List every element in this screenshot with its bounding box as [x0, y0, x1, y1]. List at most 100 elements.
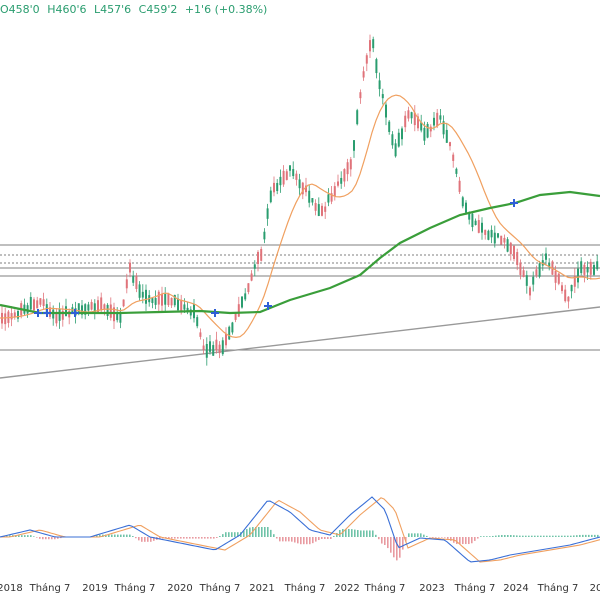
- macd-histogram-bar: [171, 537, 173, 539]
- candle-body: [177, 298, 179, 311]
- macd-histogram-bar: [537, 535, 539, 537]
- candle-body: [490, 229, 493, 238]
- candle-body: [452, 154, 455, 161]
- candle-body: [343, 169, 346, 182]
- candle-body: [433, 117, 435, 126]
- macd-histogram-bar: [264, 527, 266, 537]
- macd-histogram-bar: [45, 537, 47, 540]
- candle-body: [173, 294, 176, 306]
- macd-histogram-bar: [6, 535, 8, 537]
- candle-body: [109, 304, 112, 318]
- macd-histogram-bar: [456, 537, 458, 545]
- macd-histogram-bar: [36, 537, 38, 538]
- candle-body: [506, 239, 509, 252]
- candle-body: [401, 128, 403, 140]
- trendline: [0, 306, 600, 379]
- candle-body: [145, 289, 147, 304]
- x-axis-tick-label: Tháng 7: [29, 582, 71, 594]
- candle-body: [535, 269, 538, 276]
- macd-histogram-bar: [327, 537, 329, 539]
- macd-histogram-bar: [324, 537, 326, 539]
- macd-histogram-bar: [390, 537, 392, 553]
- macd-histogram-bar: [198, 537, 200, 539]
- macd-histogram-bar: [354, 529, 356, 537]
- candle-body: [167, 293, 170, 306]
- macd-histogram-bar: [249, 527, 251, 537]
- macd-histogram-bar: [471, 537, 473, 544]
- macd-histogram-bar: [480, 536, 482, 537]
- macd-histogram-bar: [552, 535, 554, 537]
- macd-histogram-bar: [492, 535, 494, 537]
- macd-histogram-bar: [126, 534, 128, 537]
- macd-histogram-bar: [18, 535, 20, 537]
- candle-body: [327, 194, 330, 203]
- candle-body: [138, 284, 141, 298]
- candle-body: [257, 251, 259, 264]
- candle-body: [17, 310, 19, 319]
- macd-histogram-bar: [174, 537, 176, 539]
- macd-histogram-bar: [285, 537, 287, 542]
- candle-body: [29, 296, 32, 310]
- x-axis-tick-label: Tháng 7: [199, 582, 241, 594]
- candle-body: [381, 94, 384, 99]
- candle-body: [413, 112, 416, 126]
- macd-histogram-bar: [597, 534, 599, 537]
- macd-histogram-bar: [510, 535, 512, 537]
- candle-body: [493, 232, 496, 244]
- candle-body: [439, 115, 442, 120]
- macd-histogram-bar: [291, 537, 293, 542]
- candle-body: [567, 296, 570, 302]
- candle-body: [445, 129, 448, 143]
- candle-body: [375, 59, 378, 74]
- x-axis-tick-label: 2021: [249, 583, 274, 594]
- candle-body: [161, 293, 163, 306]
- macd-histogram-bar: [387, 537, 389, 549]
- x-axis-tick-label: Tháng 7: [454, 582, 496, 594]
- trendlines: [0, 306, 600, 379]
- macd-histogram-bar: [507, 535, 509, 537]
- candle-body: [103, 304, 106, 310]
- macd-histogram-bar: [96, 535, 98, 537]
- macd-histogram-bar: [465, 537, 467, 545]
- macd-histogram-bar: [540, 535, 542, 537]
- macd-histogram-bar: [39, 537, 41, 539]
- candle-body: [545, 253, 547, 260]
- candle-body: [468, 212, 471, 220]
- candle-body: [113, 307, 115, 322]
- candle-body: [10, 313, 13, 320]
- macd-histogram-bar: [498, 535, 500, 537]
- change-value: +1'6 (+0.38%): [184, 3, 268, 16]
- macd-histogram-bar: [546, 535, 548, 537]
- candle-body: [58, 308, 61, 321]
- candle-body: [397, 132, 400, 147]
- moving-averages: [0, 94, 600, 339]
- candle-body: [314, 202, 317, 211]
- candle-body: [234, 313, 237, 320]
- macd-histogram-bar: [351, 529, 353, 537]
- candle-body: [116, 313, 119, 321]
- macd-histogram-bar: [228, 532, 230, 537]
- candle-body: [42, 299, 45, 307]
- candle-body: [372, 39, 375, 49]
- macd-histogram-bar: [288, 537, 290, 542]
- candle-body: [39, 298, 42, 305]
- candle-body: [532, 276, 535, 285]
- macd-histogram-bar: [204, 537, 206, 539]
- macd-histogram-bar: [117, 534, 119, 537]
- candle-body: [471, 213, 474, 228]
- candle-body: [487, 230, 490, 240]
- macd-histogram-bar: [243, 530, 245, 537]
- macd-histogram-bar: [393, 537, 395, 558]
- macd-histogram-bar: [207, 537, 209, 539]
- macd-histogram-bar: [450, 537, 452, 541]
- macd-histogram-bar: [417, 533, 419, 537]
- candle-body: [119, 313, 122, 323]
- macd-histogram-bar: [330, 537, 332, 539]
- candle-body: [189, 309, 192, 316]
- candle-body: [420, 122, 423, 131]
- macd-histogram-bar: [585, 534, 587, 537]
- candle-body: [125, 279, 128, 289]
- candlesticks: [1, 34, 599, 366]
- x-axis: 2018 Tháng 7 2019 Tháng 7 2020 Tháng 7 2021 Thá…: [0, 582, 600, 594]
- macd-histogram-bar: [180, 537, 182, 539]
